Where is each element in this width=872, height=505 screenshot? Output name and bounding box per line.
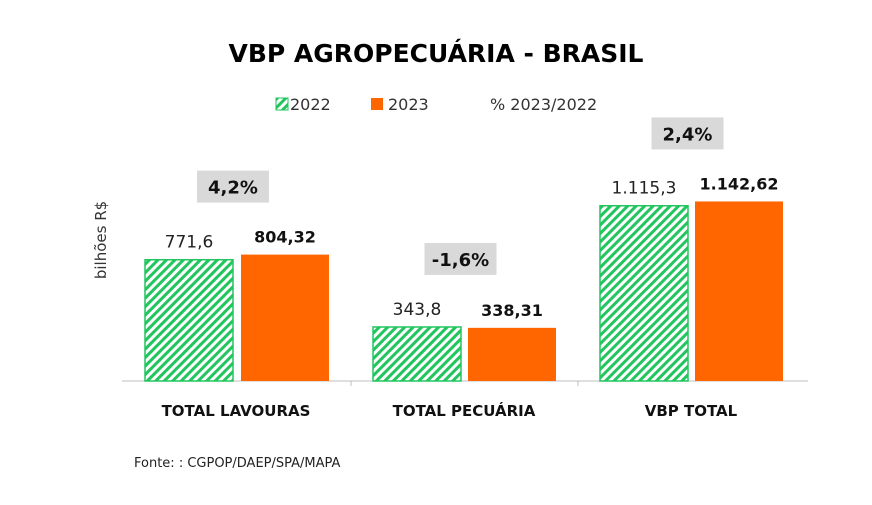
y-axis-label: bilhões R$: [92, 201, 110, 279]
pct-box-1: [424, 242, 497, 275]
data-label-2023-2: 1.142,62: [700, 174, 779, 193]
source-note: Fonte: : CGPOP/DAEP/SPA/MAPA: [134, 456, 341, 471]
legend-label-2023: 2023: [388, 95, 429, 114]
data-label-2022-2: 1.115,3: [612, 179, 677, 199]
bar-2023-2: [695, 201, 783, 381]
data-label-2023-1: 338,31: [481, 301, 543, 320]
x-tick-label-0: TOTAL LAVOURAS: [162, 402, 311, 420]
data-label-2023-0: 804,32: [254, 228, 316, 247]
pct-label-2: 2,4%: [663, 124, 713, 145]
bar-2023-1: [468, 327, 556, 381]
data-label-2022-1: 343,8: [393, 300, 442, 320]
pct-box-0: [197, 170, 269, 203]
bar-2022-2: [599, 204, 689, 382]
pct-label-1: -1,6%: [432, 250, 489, 271]
data-label-2022-0: 771,6: [165, 233, 214, 253]
x-tick-label-2: VBP TOTAL: [645, 402, 738, 420]
legend: 2022 2023 % 2023/2022: [275, 95, 597, 114]
bar-2022-0: [144, 258, 234, 382]
legend-swatch-2022: [275, 97, 289, 111]
pct-box-2: [651, 117, 724, 150]
bar-2022-1: [372, 326, 462, 382]
legend-label-pct: % 2023/2022: [490, 95, 597, 114]
legend-label-2022: 2022: [290, 95, 331, 114]
pct-label-0: 4,2%: [208, 178, 258, 199]
chart-title: VBP AGROPECUÁRIA - BRASIL: [228, 39, 643, 68]
legend-swatch-2023: [371, 98, 383, 110]
x-tick-label-1: TOTAL PECUÁRIA: [393, 401, 536, 420]
bar-2023-0: [241, 254, 329, 381]
